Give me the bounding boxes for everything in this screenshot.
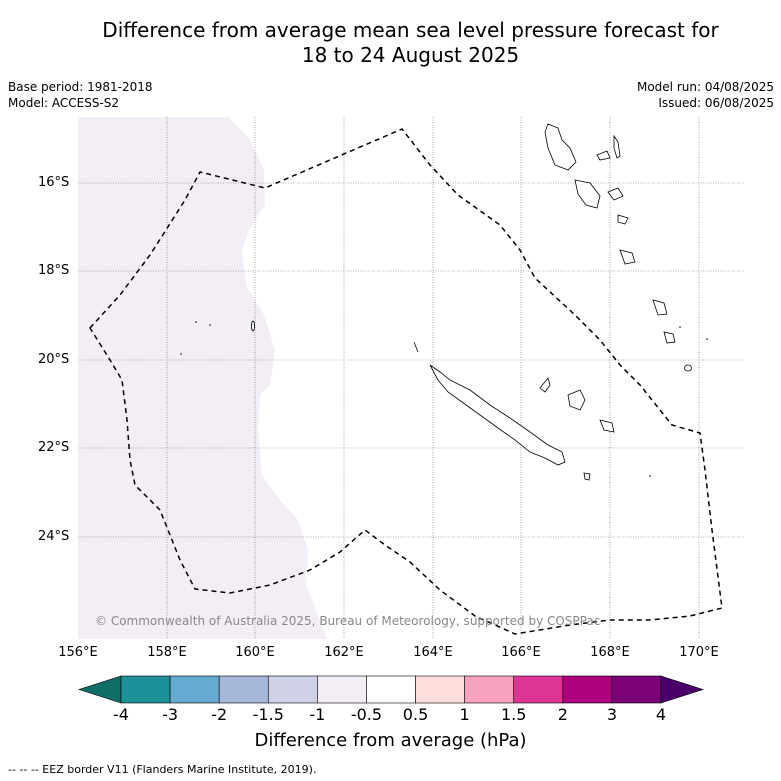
lon-label-158e: 158°E	[147, 645, 187, 660]
loyalty-island-1	[539, 377, 551, 393]
title-line-1: Difference from average mean sea level p…	[102, 18, 719, 42]
colorbar-extend-high	[660, 675, 704, 704]
meta-right: Model run: 04/08/2025 Issued: 06/08/2025	[637, 79, 774, 111]
reef-dot-4	[679, 326, 681, 328]
map-plot-area	[78, 117, 744, 639]
isle-of-pines	[583, 472, 591, 481]
colorbar-tick-label: -2	[211, 705, 228, 724]
colorbar-segment	[218, 675, 269, 704]
colorbar-segment	[317, 675, 367, 704]
colorbar-extend-low	[78, 675, 122, 704]
title-line-2: 18 to 24 August 2025	[301, 43, 520, 67]
vanuatu-pentecost	[596, 150, 611, 161]
colorbar-segment	[366, 675, 416, 704]
colorbar-tick-label: 0.5	[402, 705, 429, 724]
map-title: Difference from average mean sea level p…	[0, 18, 781, 68]
base-period: Base period: 1981-2018	[8, 80, 153, 94]
reef-dot-2	[209, 324, 211, 326]
colorbar-tick-label: 3	[606, 705, 617, 724]
lon-label-162e: 162°E	[324, 645, 364, 660]
vanuatu-erromango	[619, 249, 636, 265]
colorbar-segment	[611, 675, 662, 704]
colorbar-tick-label: 1	[459, 705, 470, 724]
loyalty-island-3	[599, 419, 615, 433]
colorbar-segment	[120, 675, 171, 704]
colorbar-tick-label: -0.5	[350, 705, 383, 724]
colorbar-segment	[464, 675, 515, 704]
lon-grid	[166, 117, 700, 639]
lat-label-22s: 22°S	[38, 440, 70, 455]
reef-dot-6	[649, 475, 651, 477]
colorbar-tick-label: 4	[655, 705, 667, 724]
lon-label-168e: 168°E	[590, 645, 630, 660]
copyright-notice: © Commonwealth of Australia 2025, Bureau…	[95, 614, 601, 628]
reef-dot-1	[195, 321, 197, 323]
lon-label-164e: 164°E	[413, 645, 453, 660]
loyalty-island-2	[567, 389, 586, 411]
lat-label-18s: 18°S	[38, 263, 70, 278]
colorbar-title: Difference from average (hPa)	[254, 730, 527, 751]
issued-date: Issued: 06/08/2025	[658, 96, 774, 110]
shaded-region	[78, 117, 327, 639]
colorbar-tick-label: 1.5	[500, 705, 527, 724]
colorbar-segment	[267, 675, 318, 704]
lon-label-156e: 156°E	[58, 645, 98, 660]
colorbar-segment	[415, 675, 465, 704]
lon-label-166e: 166°E	[501, 645, 541, 660]
chesterfield-islet	[251, 320, 255, 332]
vanuatu-islet-1	[684, 364, 692, 372]
vanuatu-ambrym	[607, 187, 624, 201]
lat-label-20s: 20°S	[38, 352, 70, 367]
colorbar	[78, 675, 704, 704]
reef-dot-5	[706, 338, 708, 340]
colorbar-tick-label: 2	[557, 705, 568, 724]
colorbar-segment	[513, 675, 564, 704]
vanuatu-maewo	[613, 134, 621, 159]
lat-label-16s: 16°S	[38, 175, 70, 190]
lat-grid	[78, 182, 744, 538]
colorbar-tick-label: -4	[113, 705, 129, 724]
colorbar-segment	[562, 675, 613, 704]
model-name: Model: ACCESS-S2	[8, 96, 120, 110]
lat-label-24s: 24°S	[38, 529, 70, 544]
new-caledonia-island	[429, 364, 566, 466]
lon-label-160e: 160°E	[235, 645, 275, 660]
lon-label-170e: 170°E	[679, 645, 719, 660]
vanuatu-malakula	[574, 179, 601, 209]
colorbar-tick-label: -1.5	[252, 705, 284, 724]
model-run: Model run: 04/08/2025	[636, 80, 774, 94]
colorbar-tick-label: -3	[162, 705, 179, 724]
vanuatu-efate	[617, 214, 629, 225]
vanuatu-aneityum	[663, 331, 676, 344]
vanuatu-tanna	[652, 299, 668, 316]
colorbar-segment	[169, 675, 220, 704]
belep-islands	[413, 341, 419, 353]
reef-dot-3	[180, 353, 182, 355]
colorbar-tick-label: -1	[309, 705, 326, 724]
vanuatu-espiritu-santo	[544, 123, 577, 171]
eez-footnote: -- -- -- EEZ border V11 (Flanders Marine…	[8, 763, 317, 776]
meta-left: Base period: 1981-2018 Model: ACCESS-S2	[8, 79, 153, 111]
